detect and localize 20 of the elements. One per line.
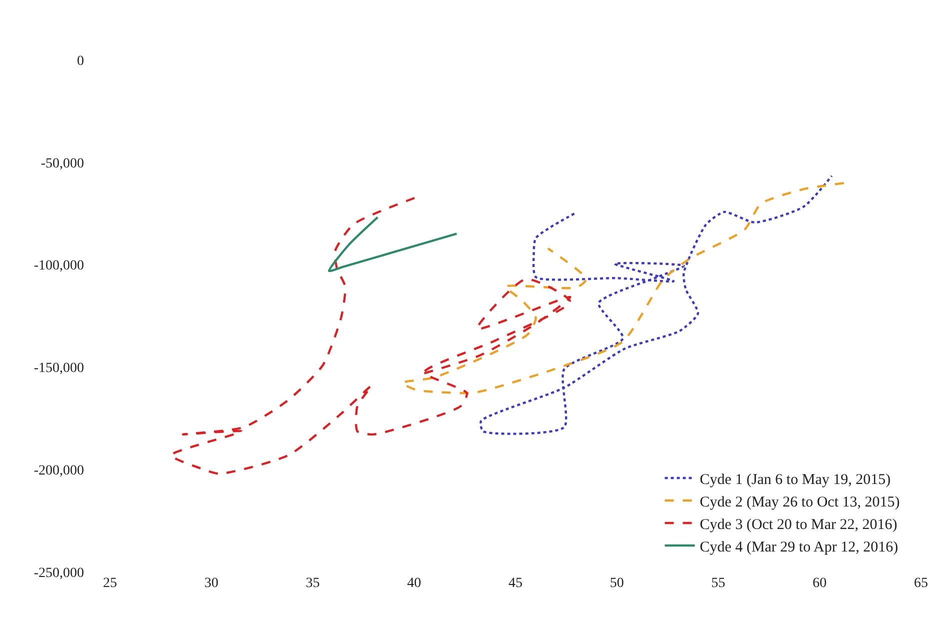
x-tick-label: 65 bbox=[914, 576, 928, 591]
x-tick-label: 25 bbox=[103, 576, 117, 591]
y-tick-label: -50,000 bbox=[40, 156, 84, 172]
y-tick-label: -100,000 bbox=[34, 258, 84, 274]
x-tick-label: 40 bbox=[407, 576, 422, 591]
y-tick-label: 0 bbox=[77, 54, 84, 69]
legend-label: Cyde 4 (Mar 29 to Apr 12, 2016) bbox=[700, 539, 898, 556]
legend-label: Cyde 2 (May 26 to Oct 13, 2015) bbox=[700, 494, 900, 510]
legend-label: Cyde 3 (Oct 20 to Mar 22, 2016) bbox=[700, 516, 898, 533]
x-tick-label: 55 bbox=[711, 576, 726, 591]
y-tick-label: -250,000 bbox=[34, 566, 84, 581]
x-tick-label: 50 bbox=[610, 576, 624, 591]
legend-label: Cyde 1 (Jan 6 to May 19, 2015) bbox=[700, 472, 891, 488]
x-tick-label: 45 bbox=[508, 576, 522, 591]
x-tick-label: 30 bbox=[204, 576, 218, 591]
x-tick-label: 35 bbox=[306, 576, 320, 591]
line-series bbox=[328, 216, 458, 272]
y-tick-label: -150,000 bbox=[34, 361, 84, 376]
y-tick-label: -200,000 bbox=[34, 464, 84, 478]
x-tick-label: 60 bbox=[812, 576, 827, 591]
